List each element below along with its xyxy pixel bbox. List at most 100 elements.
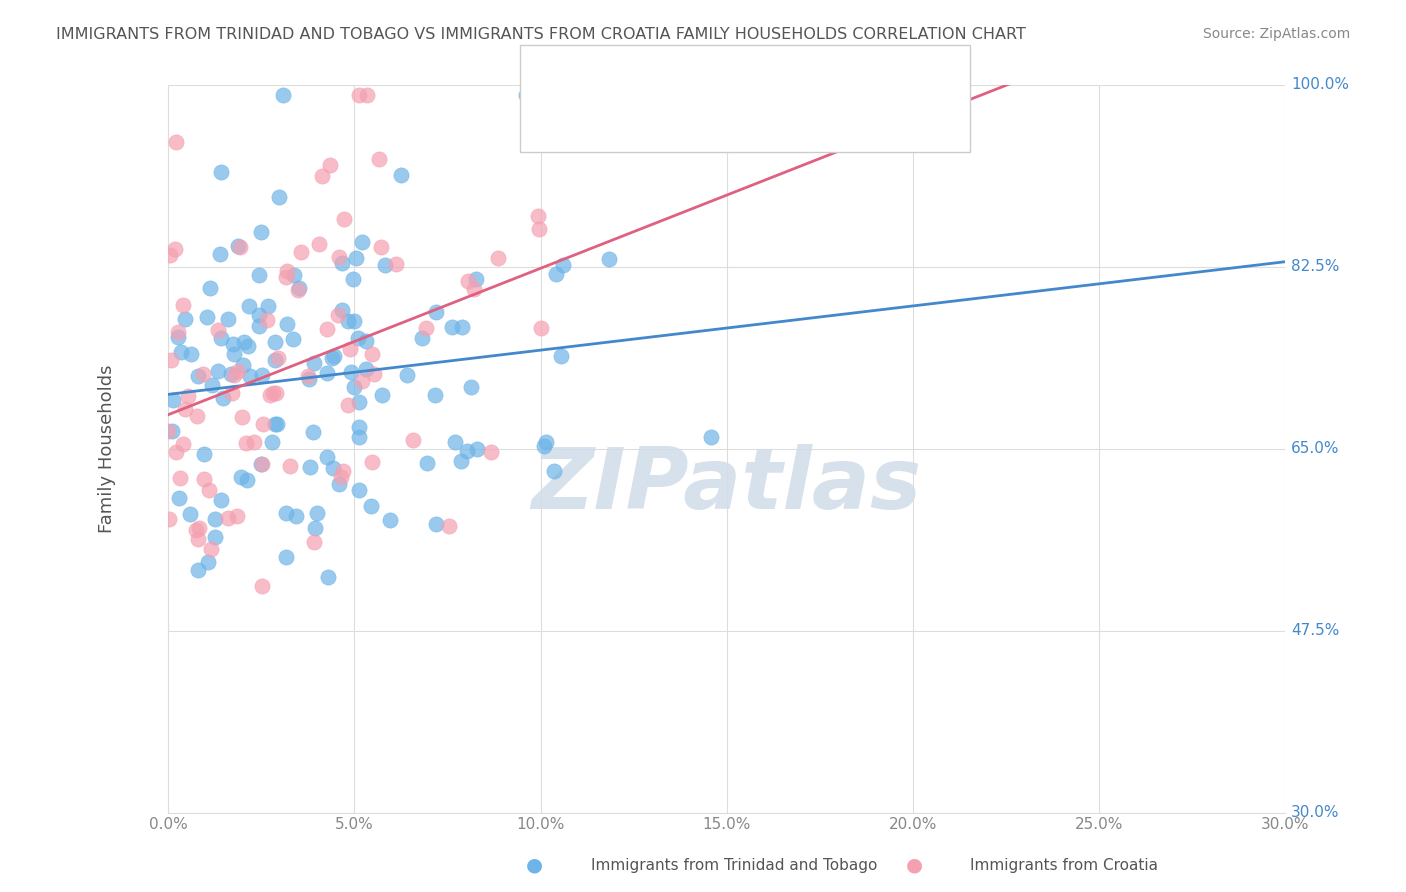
Point [328,250,350,264]
Point [343,314,366,328]
Point [264,352,287,367]
Point [425,305,447,319]
Point [457,274,479,288]
Point [465,442,488,456]
Point [333,211,356,226]
Text: 30.0%: 30.0% [1291,805,1340,820]
Point [193,447,215,461]
Text: 114: 114 [724,69,759,87]
Point [378,512,401,526]
Point [260,435,283,450]
Point [187,368,209,383]
Point [546,268,568,282]
Point [209,331,232,345]
Point [486,251,509,265]
Point [197,483,219,497]
Point [437,519,460,533]
Point [238,299,260,313]
Point [550,349,572,363]
Point [415,321,437,335]
Point [343,380,366,394]
Point [337,314,360,328]
Point [332,464,354,478]
Point [167,491,190,505]
Point [356,334,378,349]
Point [209,164,232,178]
Point [533,439,555,453]
Point [264,417,287,431]
Point [347,483,370,497]
Point [271,88,294,103]
Point [162,393,184,408]
Point [385,257,408,271]
Text: Source: ZipAtlas.com: Source: ZipAtlas.com [1202,27,1350,41]
Point [304,521,326,535]
Point [389,168,412,182]
Point [318,158,340,172]
Point [204,512,226,526]
Point [603,92,626,106]
Point [186,409,208,424]
Point [160,352,183,367]
Point [252,417,274,431]
Text: 47.5%: 47.5% [1291,624,1340,638]
Point [423,387,446,401]
Point [267,351,290,366]
Point [328,477,350,491]
Point [207,364,229,378]
Point [367,152,389,166]
Point [456,444,478,458]
Point [226,364,249,378]
Text: 100.0%: 100.0% [1291,78,1348,93]
Point [264,386,287,401]
Point [170,344,193,359]
Point [191,367,214,381]
Point [515,88,537,103]
Point [316,570,339,584]
Point [228,240,250,254]
Point [239,368,262,383]
Point [238,339,260,353]
Point [247,308,270,322]
Point [287,283,309,297]
Point [197,310,219,324]
Point [278,458,301,473]
Point [356,88,378,103]
Point [344,252,367,266]
Point [201,377,224,392]
Point [249,457,271,471]
Point [329,470,352,484]
Point [250,457,273,471]
Point [242,434,264,449]
Point [157,424,180,438]
Point [352,374,374,388]
Point [212,391,235,405]
Point [231,410,253,425]
Point [450,453,472,467]
Text: ●: ● [905,855,922,875]
Point [349,420,371,434]
Point [536,435,558,450]
Text: ZIPatlas: ZIPatlas [531,443,922,526]
Point [187,532,209,546]
Point [269,189,291,203]
Point [290,245,312,260]
Point [460,380,482,394]
Point [276,549,298,564]
Point [225,509,247,524]
Point [180,346,202,360]
Text: 0.180: 0.180 [612,69,664,87]
Point [347,88,370,103]
Point [259,388,281,402]
Point [250,368,273,382]
Point [179,508,201,522]
Point [209,493,232,508]
Point [307,506,329,520]
Point [247,268,270,282]
Point [219,367,242,381]
Point [316,450,339,465]
Point [157,512,180,526]
Point [443,435,465,450]
Point [262,386,284,401]
Text: ■: ■ [548,109,567,128]
